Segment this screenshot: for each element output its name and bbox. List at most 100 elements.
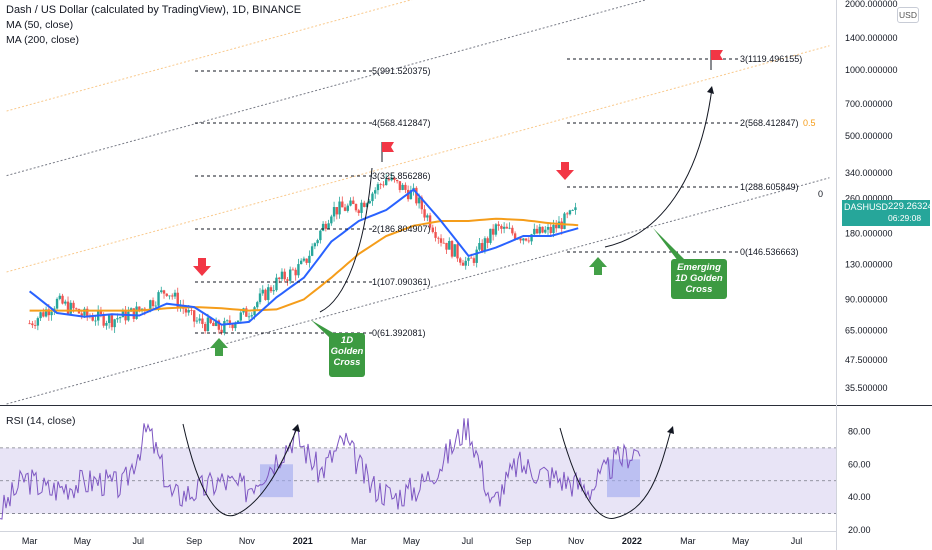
candle-body (217, 320, 221, 330)
channel-label-half: 0.5 (803, 118, 816, 128)
candle-body (450, 240, 454, 257)
candle (316, 238, 319, 247)
callout-line: Cross (333, 357, 361, 368)
candle-body (228, 320, 232, 325)
candle-body (198, 318, 201, 321)
candle (286, 277, 289, 286)
candle (379, 182, 382, 190)
candle-body (50, 311, 53, 316)
candles-group (28, 173, 577, 336)
candle-body (31, 323, 34, 326)
candle-body (286, 279, 289, 281)
candle (461, 259, 465, 266)
fib-level-label: 3(325.856286) (372, 171, 431, 181)
callout-line: 1D (340, 335, 354, 346)
candle-body (121, 309, 125, 318)
candle-body (332, 207, 336, 217)
candle (58, 293, 61, 301)
candle-body (308, 255, 311, 263)
candle-body (519, 238, 522, 241)
buy-arrow-icon (210, 338, 228, 356)
candle (258, 288, 262, 305)
flag-cloth (382, 142, 394, 152)
candle-body (442, 242, 445, 244)
candle (261, 285, 264, 296)
candle-body (28, 323, 31, 325)
candle (371, 191, 374, 206)
candle-body (502, 226, 506, 229)
candle-body (160, 290, 163, 293)
candle (401, 183, 404, 191)
candle (324, 221, 328, 232)
candle-body (86, 308, 89, 316)
candle (291, 267, 295, 271)
candle-body (426, 215, 429, 218)
candle (335, 207, 339, 220)
candle-body (283, 271, 286, 280)
candle (382, 181, 385, 188)
price-tick-label: 500.000000 (845, 131, 893, 141)
currency-badge[interactable]: USD (897, 7, 919, 23)
candle-body (234, 323, 237, 329)
candle-body (212, 322, 215, 326)
candle-body (445, 242, 448, 250)
candle-body (171, 295, 174, 297)
candle (321, 221, 325, 232)
candle-body (500, 225, 503, 229)
price-tick-label: 2000.000000 (845, 0, 898, 9)
candle (478, 238, 481, 251)
candle (555, 220, 558, 233)
candle-body (423, 209, 426, 218)
candle-body (267, 287, 270, 300)
candle-body (313, 243, 317, 247)
candle-body (437, 237, 440, 239)
candle-body (110, 315, 114, 328)
candle-body (486, 238, 489, 243)
candle-body (522, 238, 525, 241)
candle-body (398, 181, 402, 190)
candle (107, 313, 111, 329)
candle (110, 313, 114, 331)
candle (541, 226, 544, 234)
candle-body (546, 226, 550, 230)
candle (522, 237, 525, 245)
ma200-legend[interactable]: MA (200, close) (6, 34, 79, 46)
fib-level-label: 5(991.520375) (372, 66, 431, 76)
candle (39, 311, 42, 322)
fib-level-label: 4(568.412847) (372, 118, 431, 128)
candle (494, 223, 498, 237)
candle (363, 200, 366, 208)
candle-body (195, 320, 199, 322)
candle-body (552, 224, 555, 233)
ma50-legend[interactable]: MA (50, close) (6, 19, 74, 31)
candle (360, 199, 363, 219)
candle-body (505, 226, 509, 229)
fib-level-label: 0(61.392081) (372, 328, 426, 338)
candle (171, 293, 174, 300)
candle (442, 238, 445, 244)
candle-body (102, 314, 105, 326)
candle-body (245, 308, 248, 317)
candle (527, 237, 531, 244)
candle (66, 296, 70, 316)
candle-body (533, 228, 536, 235)
candle (464, 256, 467, 270)
candle-body (291, 269, 295, 271)
candle (368, 199, 371, 204)
candle (297, 258, 300, 278)
candle (398, 181, 402, 193)
candle (294, 267, 297, 281)
candle-body (256, 302, 259, 308)
rsi-legend[interactable]: RSI (14, close) (6, 415, 76, 427)
candle (245, 306, 248, 317)
candle (338, 196, 341, 219)
time-tick-label: May (74, 536, 92, 546)
candle-body (294, 269, 297, 276)
candle (64, 299, 67, 306)
candle-body (434, 232, 437, 238)
candle-body (497, 224, 500, 226)
candle-body (327, 223, 330, 229)
candle-body (341, 201, 344, 208)
candle-body (470, 257, 473, 259)
